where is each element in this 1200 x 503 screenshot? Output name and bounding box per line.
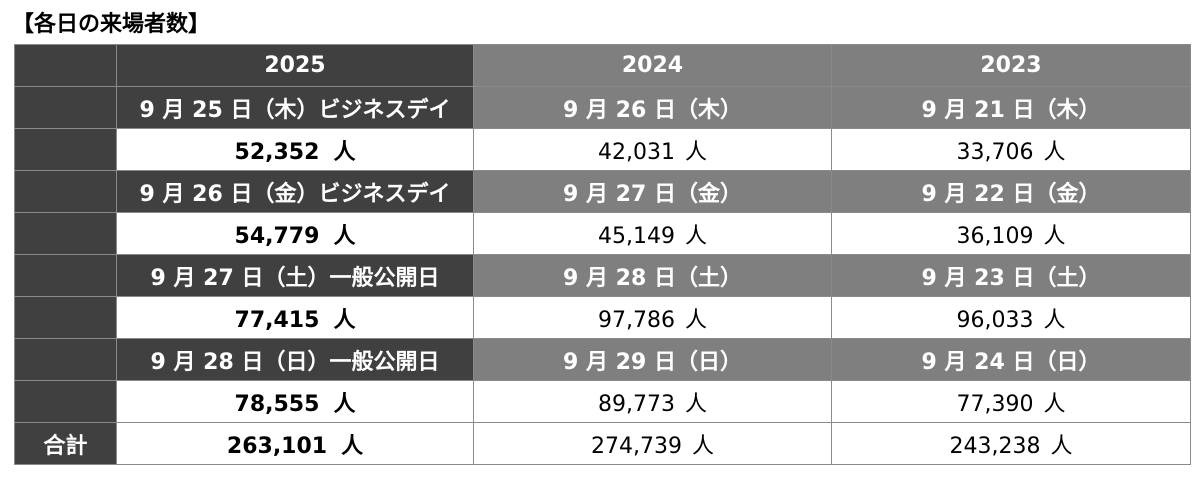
unit-label: 人 (333, 223, 356, 249)
page-title: 【各日の来場者数】 (12, 12, 211, 37)
year-header-row: 2025 2024 2023 (14, 44, 1191, 87)
row-label-cell (14, 212, 117, 255)
unit-label: 人 (684, 223, 707, 249)
date-row: 9 月 26 日（金）ビジネスデイ 9 月 27 日（金） 9 月 22 日（金… (14, 170, 1191, 213)
row-label-cell (14, 380, 117, 423)
unit-label: 人 (1043, 391, 1066, 417)
value-cell-2025: 78,555 人 (116, 380, 474, 423)
unit-label: 人 (1050, 433, 1073, 459)
date-cell-2023: 9 月 24 日（日） (831, 338, 1191, 381)
value-cell-2023: 36,109 人 (831, 212, 1191, 255)
total-count: 243,238 (949, 433, 1041, 459)
value-row: 78,555 人 89,773 人 77,390 人 (14, 380, 1191, 423)
date-row: 9 月 27 日（土）一般公開日 9 月 28 日（土） 9 月 23 日（土） (14, 254, 1191, 297)
date-cell-2023: 9 月 21 日（木） (831, 86, 1191, 129)
value-cell-2023: 96,033 人 (831, 296, 1191, 339)
date-cell-2024: 9 月 26 日（木） (473, 86, 832, 129)
visitor-count-table: 2025 2024 2023 9 月 25 日（木）ビジネスデイ 9 月 26 … (14, 44, 1191, 465)
row-label-cell (14, 296, 117, 339)
value-cell-2023: 77,390 人 (831, 380, 1191, 423)
visitor-count: 36,109 (956, 223, 1034, 249)
visitor-count: 97,786 (598, 307, 675, 333)
date-cell-2024: 9 月 29 日（日） (473, 338, 832, 381)
visitor-count: 54,779 (234, 223, 320, 249)
value-row: 54,779 人 45,149 人 36,109 人 (14, 212, 1191, 255)
visitor-count: 77,390 (956, 391, 1034, 417)
row-label-cell (14, 338, 117, 381)
value-cell-2025: 54,779 人 (116, 212, 474, 255)
row-label-cell (14, 170, 117, 213)
row-label-cell (14, 254, 117, 297)
total-cell-2025: 263,101 人 (116, 422, 474, 465)
visitor-count: 89,773 (598, 391, 675, 417)
unit-label: 人 (341, 433, 364, 459)
value-row: 77,415 人 97,786 人 96,033 人 (14, 296, 1191, 339)
date-cell-2023: 9 月 23 日（土） (831, 254, 1191, 297)
unit-label: 人 (333, 391, 356, 417)
year-header-2025: 2025 (116, 44, 474, 87)
visitor-count: 45,149 (598, 223, 675, 249)
value-cell-2025: 52,352 人 (116, 128, 474, 171)
year-header-2023: 2023 (831, 44, 1191, 87)
year-header-2024: 2024 (473, 44, 832, 87)
total-label: 合計 (14, 422, 117, 465)
date-cell-2025: 9 月 26 日（金）ビジネスデイ (116, 170, 474, 213)
value-cell-2024: 89,773 人 (473, 380, 832, 423)
row-label-cell (14, 44, 117, 87)
unit-label: 人 (333, 139, 356, 165)
unit-label: 人 (333, 307, 356, 333)
unit-label: 人 (1043, 139, 1066, 165)
total-count: 274,739 (591, 433, 682, 459)
visitor-count: 42,031 (598, 139, 675, 165)
date-cell-2024: 9 月 28 日（土） (473, 254, 832, 297)
visitor-count: 33,706 (956, 139, 1034, 165)
unit-label: 人 (684, 391, 707, 417)
visitor-count: 96,033 (956, 307, 1034, 333)
unit-label: 人 (684, 307, 707, 333)
date-cell-2024: 9 月 27 日（金） (473, 170, 832, 213)
value-cell-2024: 42,031 人 (473, 128, 832, 171)
value-cell-2024: 45,149 人 (473, 212, 832, 255)
row-label-cell (14, 128, 117, 171)
total-cell-2023: 243,238 人 (831, 422, 1191, 465)
value-row: 52,352 人 42,031 人 33,706 人 (14, 128, 1191, 171)
visitor-count: 52,352 (234, 139, 320, 165)
date-cell-2025: 9 月 28 日（日）一般公開日 (116, 338, 474, 381)
unit-label: 人 (1043, 307, 1066, 333)
visitor-count: 77,415 (234, 307, 320, 333)
value-cell-2023: 33,706 人 (831, 128, 1191, 171)
unit-label: 人 (691, 433, 714, 459)
value-cell-2025: 77,415 人 (116, 296, 474, 339)
row-label-cell (14, 86, 117, 129)
visitor-count: 78,555 (234, 391, 320, 417)
date-row: 9 月 28 日（日）一般公開日 9 月 29 日（日） 9 月 24 日（日） (14, 338, 1191, 381)
date-row: 9 月 25 日（木）ビジネスデイ 9 月 26 日（木） 9 月 21 日（木… (14, 86, 1191, 129)
unit-label: 人 (684, 139, 707, 165)
total-cell-2024: 274,739 人 (473, 422, 832, 465)
total-count: 263,101 (226, 433, 328, 459)
value-cell-2024: 97,786 人 (473, 296, 832, 339)
date-cell-2025: 9 月 25 日（木）ビジネスデイ (116, 86, 474, 129)
unit-label: 人 (1043, 223, 1066, 249)
date-cell-2025: 9 月 27 日（土）一般公開日 (116, 254, 474, 297)
date-cell-2023: 9 月 22 日（金） (831, 170, 1191, 213)
total-row: 合計 263,101 人 274,739 人 243,238 人 (14, 422, 1191, 465)
